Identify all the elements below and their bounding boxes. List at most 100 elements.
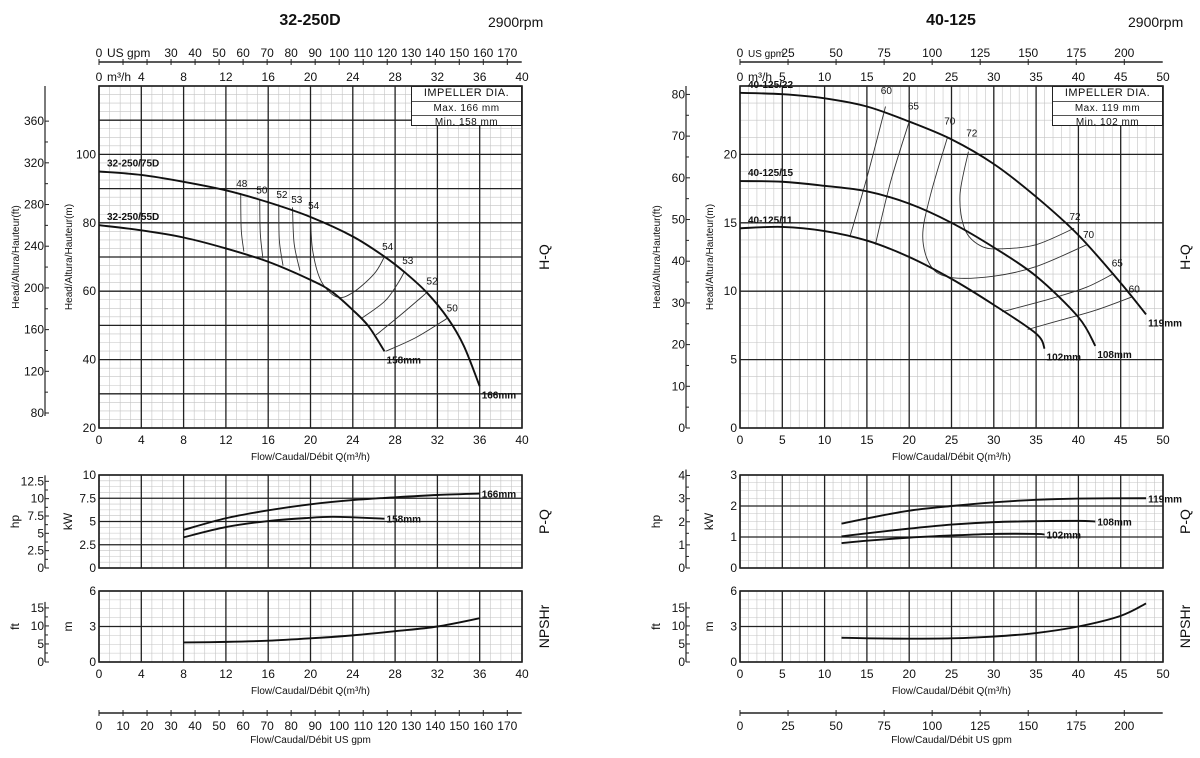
top-m3h-label: 24 xyxy=(346,70,360,84)
efficiency-label: 60 xyxy=(1129,285,1141,296)
secondary-y-tick-label: 240 xyxy=(24,239,44,253)
y-tick-label: 40 xyxy=(83,353,97,367)
y-tick-label: 80 xyxy=(83,216,97,230)
secondary-y-tick-label: 0 xyxy=(37,655,44,669)
x-tick-label: 35 xyxy=(1029,433,1043,447)
efficiency-line-52 xyxy=(375,292,428,336)
series-curve-102mm xyxy=(739,225,1046,350)
x-tick-label: 0 xyxy=(96,667,103,681)
x-tick-label: 16 xyxy=(262,433,276,447)
efficiency-line-65 xyxy=(874,121,910,245)
x-tick-label: 15 xyxy=(860,667,874,681)
series-label: 108mm xyxy=(1097,350,1132,361)
secondary-y-tick-label: 4 xyxy=(678,469,685,483)
efficiency-label: 70 xyxy=(1083,230,1095,241)
x-tick-label: 40 xyxy=(1072,433,1086,447)
top-gpm-label: 160 xyxy=(473,46,493,60)
impeller-max: Max. 119 mm xyxy=(1053,102,1162,116)
efficiency-label: 48 xyxy=(236,179,248,190)
secondary-y-tick-label: 80 xyxy=(31,406,45,420)
x-tick-label: 0 xyxy=(737,667,744,681)
left-chart-title: 32-250D xyxy=(279,12,341,29)
secondary-y-tick-label: 12.5 xyxy=(21,474,45,488)
bottom-gpm-label: 75 xyxy=(877,719,891,733)
x-tick-label: 5 xyxy=(779,433,786,447)
series-label: 108mm xyxy=(1097,518,1132,529)
bottom-gpm-title: Flow/Caudal/Débit US gpm xyxy=(891,735,1012,746)
y-tick-label: 15 xyxy=(724,216,738,230)
top-gpm-unit-label: US gpm xyxy=(107,46,150,60)
series-label: 166mm xyxy=(482,490,517,501)
top-gpm-label: 125 xyxy=(970,46,990,60)
y-tick-label: 0 xyxy=(730,655,737,669)
secondary-y-tick-label: 60 xyxy=(672,171,686,185)
top-m3h-label: 0 xyxy=(737,70,744,84)
secondary-y-tick-label: 15 xyxy=(31,601,45,615)
x-tick-label: 25 xyxy=(945,667,959,681)
top-gpm-label: 75 xyxy=(877,46,891,60)
bottom-gpm-label: 140 xyxy=(425,719,445,733)
efficiency-label: 54 xyxy=(382,242,394,253)
y-tick-label: 0 xyxy=(89,655,96,669)
top-gpm-label: 130 xyxy=(401,46,421,60)
bottom-gpm-label: 200 xyxy=(1114,719,1134,733)
x-tick-label: 12 xyxy=(219,667,233,681)
secondary-y-tick-label: 0 xyxy=(678,655,685,669)
bottom-gpm-label: 0 xyxy=(96,719,103,733)
series-curve-102mm xyxy=(841,532,1045,545)
y-tick-label: 60 xyxy=(83,284,97,298)
bottom-gpm-label: 60 xyxy=(236,719,250,733)
secondary-y-axis-title: ft xyxy=(8,623,22,630)
series-label: 119mm xyxy=(1148,318,1182,329)
bottom-gpm-label: 175 xyxy=(1066,719,1086,733)
y-tick-label: 2.5 xyxy=(79,538,96,552)
x-tick-label: 50 xyxy=(1156,667,1170,681)
series-curve-108mm xyxy=(739,180,1097,347)
plot-side-title: H-Q xyxy=(1177,244,1193,270)
secondary-y-tick-label: 2.5 xyxy=(27,544,44,558)
x-tick-label: 45 xyxy=(1114,667,1128,681)
plot-frame xyxy=(739,474,1164,569)
x-tick-label: 8 xyxy=(180,433,187,447)
top-gpm-label: 30 xyxy=(164,46,178,60)
secondary-y-tick-label: 2 xyxy=(678,515,685,529)
series-curve-158mm xyxy=(98,224,386,352)
efficiency-line-65 xyxy=(1002,273,1115,313)
x-tick-label: 5 xyxy=(779,667,786,681)
bottom-gpm-label: 130 xyxy=(401,719,421,733)
series-curve-108mm xyxy=(841,519,1096,538)
efficiency-line-70 xyxy=(922,137,1088,279)
bottom-gpm-label: 25 xyxy=(781,719,795,733)
top-m3h-label: 25 xyxy=(945,70,959,84)
top-gpm-label: 120 xyxy=(377,46,397,60)
efficiency-label: 60 xyxy=(881,86,893,97)
secondary-y-tick-label: 320 xyxy=(24,156,44,170)
y-tick-label: 10 xyxy=(83,468,97,482)
x-tick-label: 36 xyxy=(473,433,487,447)
secondary-y-tick-label: 7.5 xyxy=(27,509,44,523)
bottom-gpm-label: 110 xyxy=(354,719,373,733)
x-tick-label: 8 xyxy=(180,667,187,681)
x-tick-label: 20 xyxy=(903,667,917,681)
model-label: 40-125/15 xyxy=(748,168,793,179)
top-gpm-label: 200 xyxy=(1114,46,1134,60)
x-tick-label: 30 xyxy=(987,433,1001,447)
x-tick-label: 45 xyxy=(1114,433,1128,447)
bottom-gpm-label: 10 xyxy=(116,719,130,733)
top-m3h-label: 35 xyxy=(1029,70,1043,84)
y-tick-label: 5 xyxy=(730,353,737,367)
x-tick-label: 0 xyxy=(737,433,744,447)
plot-side-title: H-Q xyxy=(536,244,552,270)
secondary-y-tick-label: 30 xyxy=(672,296,686,310)
efficiency-line-48 xyxy=(240,193,245,252)
x-tick-label: 24 xyxy=(346,433,360,447)
top-m3h-label: 10 xyxy=(818,70,832,84)
bottom-gpm-label: 100 xyxy=(329,719,349,733)
bottom-gpm-label: 30 xyxy=(164,719,178,733)
x-axis-title: Flow/Caudal/Débit Q(m³/h) xyxy=(251,686,370,697)
top-m3h-label: 50 xyxy=(1156,70,1170,84)
series-curve-119mm xyxy=(841,497,1147,525)
efficiency-label: 53 xyxy=(291,195,303,206)
y-tick-label: 5 xyxy=(89,515,96,529)
bottom-gpm-label: 150 xyxy=(1018,719,1038,733)
